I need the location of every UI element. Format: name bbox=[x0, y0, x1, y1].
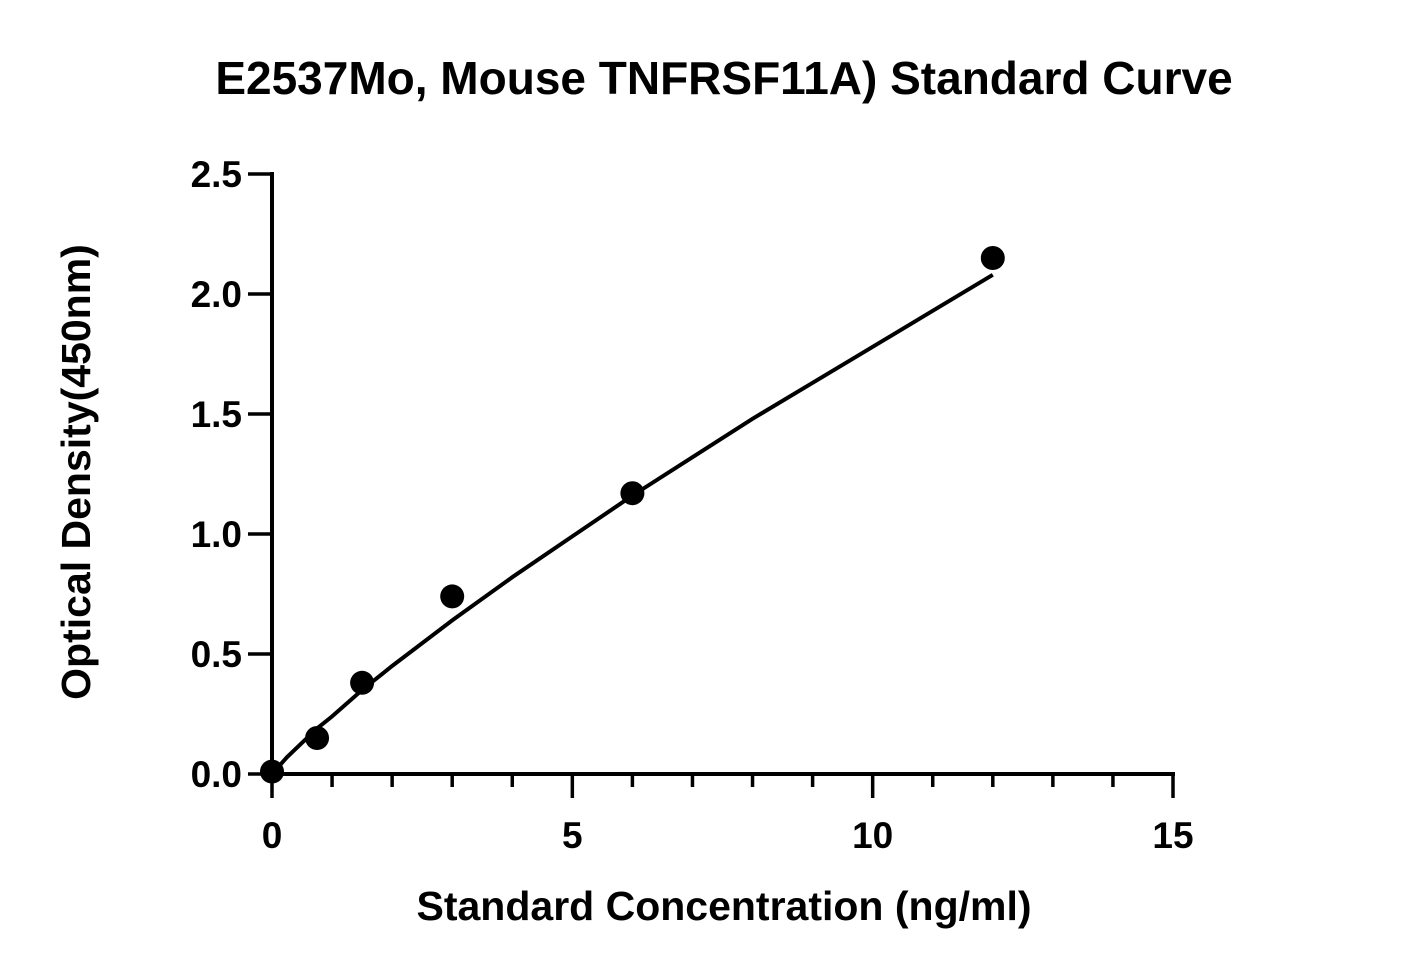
y-tick-label: 2.5 bbox=[191, 154, 242, 195]
axes: 0.0 0.5 1.0 1.5 2.0 2.5 0 5 10 15 bbox=[191, 154, 1194, 856]
y-axis-label: Optical Density(450nm) bbox=[53, 244, 99, 700]
x-tick-label: 15 bbox=[1152, 815, 1193, 856]
fit-curve-layer bbox=[270, 273, 994, 776]
x-tick-label: 5 bbox=[562, 815, 583, 856]
data-point bbox=[350, 670, 375, 695]
y-tick-label: 0.5 bbox=[191, 634, 242, 675]
x-tick-label: 0 bbox=[262, 815, 283, 856]
x-tick-label: 10 bbox=[852, 815, 893, 856]
y-tick-label: 1.5 bbox=[191, 394, 242, 435]
y-tick-label: 0.0 bbox=[191, 754, 242, 795]
data-point bbox=[260, 759, 284, 784]
x-axis-label: Standard Concentration (ng/ml) bbox=[417, 883, 1032, 929]
fit-curve-line bbox=[270, 273, 994, 776]
chart-title: E2537Mo, Mouse TNFRSF11A) Standard Curve bbox=[215, 52, 1232, 104]
y-tick-label: 1.0 bbox=[191, 514, 242, 555]
data-points-layer bbox=[260, 246, 1005, 784]
data-point bbox=[440, 584, 465, 609]
data-point bbox=[620, 481, 645, 506]
data-point bbox=[305, 726, 330, 750]
data-point bbox=[980, 246, 1005, 270]
y-tick-label: 2.0 bbox=[191, 274, 242, 315]
